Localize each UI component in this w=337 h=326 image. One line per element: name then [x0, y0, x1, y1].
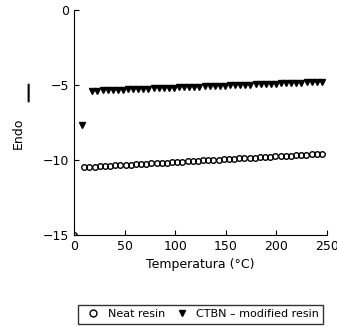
- Text: Endo: Endo: [12, 118, 25, 149]
- X-axis label: Temperatura (°C): Temperatura (°C): [146, 258, 255, 271]
- Legend: Neat resin, CTBN – modified resin: Neat resin, CTBN – modified resin: [78, 305, 324, 324]
